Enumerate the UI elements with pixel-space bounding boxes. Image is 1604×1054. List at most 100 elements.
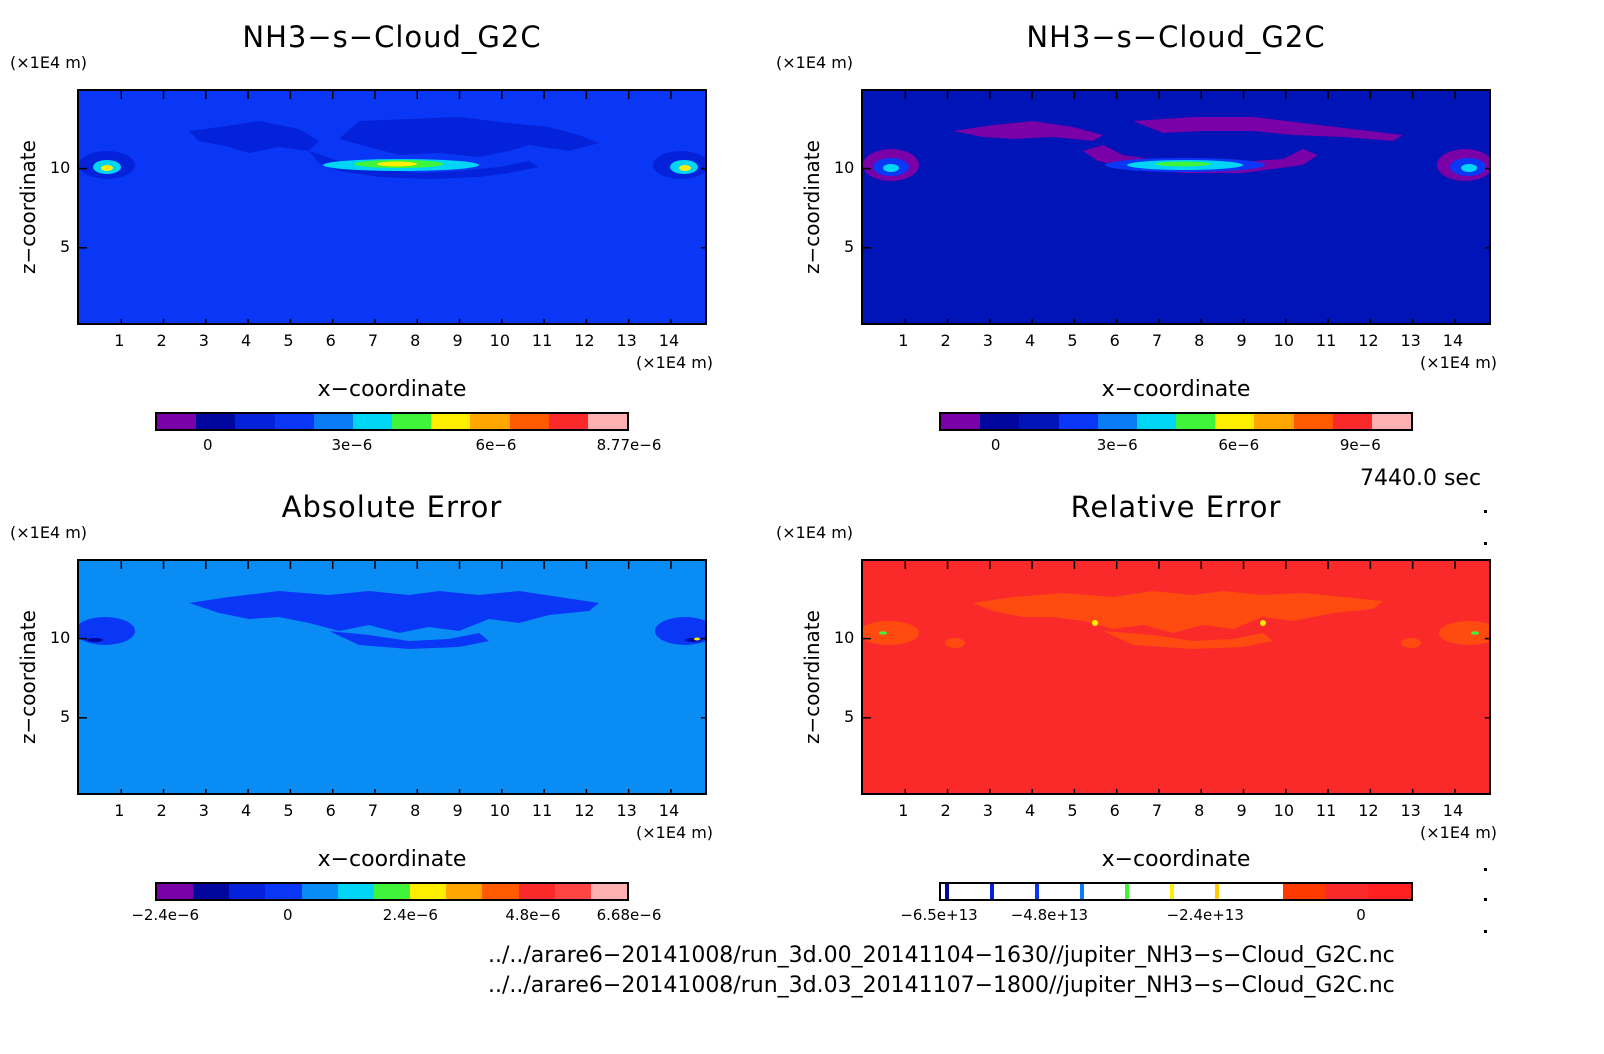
colorbar-tick-label: 9e−6 bbox=[1339, 436, 1381, 454]
y-tick-10: 10 bbox=[50, 158, 71, 177]
colorbar bbox=[939, 882, 1413, 901]
y-axis-label: z−coordinate bbox=[16, 140, 40, 274]
colorbar-segment bbox=[983, 884, 1027, 899]
error-patch-orange bbox=[973, 591, 1383, 633]
x-tick-label: 10 bbox=[1273, 331, 1294, 350]
x-tick-label: 11 bbox=[1315, 801, 1337, 820]
y-unit-label: (×1E4 m) bbox=[10, 53, 88, 72]
edge-dot bbox=[1484, 930, 1487, 933]
colorbar-segment bbox=[1136, 414, 1177, 429]
x-tick-label: 6 bbox=[325, 331, 336, 350]
x-tick-label: 5 bbox=[283, 331, 294, 350]
x-tick-label: 12 bbox=[1358, 331, 1379, 350]
edge-patch-right bbox=[655, 617, 705, 645]
x-tick-label: 4 bbox=[1025, 331, 1036, 350]
colorbar-segment bbox=[265, 884, 302, 899]
y-unit-label: (×1E4 m) bbox=[776, 523, 854, 542]
colorbar-tick-label: 8.77e−6 bbox=[596, 436, 662, 454]
x-axis-label: x−coordinate bbox=[1101, 377, 1251, 402]
x-tick-label: 13 bbox=[1400, 331, 1421, 350]
colorbar-segment bbox=[313, 414, 353, 429]
colorbar-tick-label: −6.5e+13 bbox=[900, 906, 978, 924]
colorbar-segment bbox=[470, 414, 510, 429]
heatmap-canvas bbox=[863, 91, 1489, 323]
x-tick-label: 2 bbox=[156, 331, 167, 350]
colorbar-segment bbox=[410, 884, 447, 899]
colorbar-segment bbox=[446, 884, 483, 899]
colorbar-segment bbox=[1026, 884, 1070, 899]
colorbar-tick-label: 6e−6 bbox=[475, 436, 517, 454]
x-tick-label: 3 bbox=[198, 801, 209, 820]
colorbar-tick-label: 3e−6 bbox=[331, 436, 373, 454]
colorbar-segment bbox=[1332, 414, 1372, 429]
colorbar-segment bbox=[1111, 884, 1155, 899]
colorbar-segment bbox=[941, 884, 984, 899]
x-unit-label: (×1E4 m) bbox=[636, 353, 714, 372]
error-patch-orange bbox=[1103, 631, 1273, 649]
colorbar-tick-label: 0 bbox=[203, 436, 213, 454]
cloud-layer-dark bbox=[189, 121, 319, 153]
y-tick-10: 10 bbox=[834, 158, 855, 177]
x-tick-label: 1 bbox=[114, 801, 125, 820]
x-tick-label: 5 bbox=[283, 801, 294, 820]
x-tick-label: 6 bbox=[1109, 801, 1120, 820]
x-tick-label: 2 bbox=[940, 331, 951, 350]
colorbar-segment bbox=[352, 414, 393, 429]
colorbar-segment bbox=[548, 414, 588, 429]
x-tick-label: 8 bbox=[410, 801, 421, 820]
x-tick-label: 11 bbox=[531, 801, 553, 820]
colorbar-tick-label: 2.4e−6 bbox=[382, 906, 438, 924]
x-tick-label: 11 bbox=[1315, 331, 1337, 350]
y-tick-10: 10 bbox=[50, 628, 71, 647]
cloud-layer-dark bbox=[339, 117, 599, 157]
colorbar-marker bbox=[1080, 884, 1084, 899]
colorbar-segment bbox=[196, 414, 236, 429]
edge-dot bbox=[1484, 898, 1487, 901]
x-tick-label: 7 bbox=[1151, 331, 1163, 350]
heatmap-plot bbox=[77, 559, 707, 795]
colorbar-marker bbox=[1125, 884, 1129, 899]
x-tick-label: 3 bbox=[982, 801, 993, 820]
y-axis-label: z−coordinate bbox=[800, 610, 824, 744]
x-tick-label: 14 bbox=[658, 331, 680, 350]
edge-cloud-right-inner bbox=[1461, 164, 1477, 172]
heatmap-plot bbox=[861, 89, 1491, 325]
x-tick-label: 3 bbox=[982, 331, 993, 350]
x-unit-label: (×1E4 m) bbox=[636, 823, 714, 842]
x-tick-label: 12 bbox=[574, 801, 595, 820]
colorbar-tick-label: 0 bbox=[283, 906, 293, 924]
colorbar-tick-label: −2.4e+13 bbox=[1166, 906, 1244, 924]
colorbar-tick-label: −4.8e+13 bbox=[1010, 906, 1089, 924]
colorbar-segment bbox=[1154, 884, 1198, 899]
x-unit-label: (×1E4 m) bbox=[1420, 353, 1498, 372]
x-tick-label: 4 bbox=[1025, 801, 1036, 820]
x-tick-label: 14 bbox=[1442, 331, 1464, 350]
edge-cloud-right-inner bbox=[679, 165, 691, 171]
x-axis-label: x−coordinate bbox=[317, 377, 467, 402]
colorbar-segment bbox=[1097, 414, 1137, 429]
y-tick-5: 5 bbox=[60, 707, 71, 726]
colorbar bbox=[155, 412, 629, 431]
x-tick-label: 4 bbox=[241, 801, 252, 820]
x-tick-label: 7 bbox=[1151, 801, 1163, 820]
x-tick-label: 6 bbox=[1109, 331, 1120, 350]
colorbar-segment bbox=[274, 414, 314, 429]
colorbar-tick-label: 0 bbox=[1356, 906, 1366, 924]
colorbar-marker bbox=[1215, 884, 1219, 899]
colorbar-segment bbox=[1058, 414, 1098, 429]
colorbar-marker bbox=[1170, 884, 1174, 899]
colorbar-segment bbox=[157, 414, 197, 429]
colorbar-tick-label: 3e−6 bbox=[1096, 436, 1138, 454]
edge-spot-left bbox=[87, 638, 103, 642]
colorbar-segment bbox=[590, 884, 628, 899]
x-tick-label: 1 bbox=[898, 801, 909, 820]
y-tick-5: 5 bbox=[60, 237, 71, 256]
colorbar-segment bbox=[1368, 884, 1412, 899]
colorbar-segment bbox=[482, 884, 519, 899]
x-tick-label: 5 bbox=[1067, 801, 1078, 820]
x-tick-label: 9 bbox=[452, 801, 463, 820]
x-tick-label: 6 bbox=[325, 801, 336, 820]
x-tick-label: 3 bbox=[198, 331, 209, 350]
colorbar-segment bbox=[1240, 884, 1283, 899]
colorbar-segment bbox=[587, 414, 628, 429]
